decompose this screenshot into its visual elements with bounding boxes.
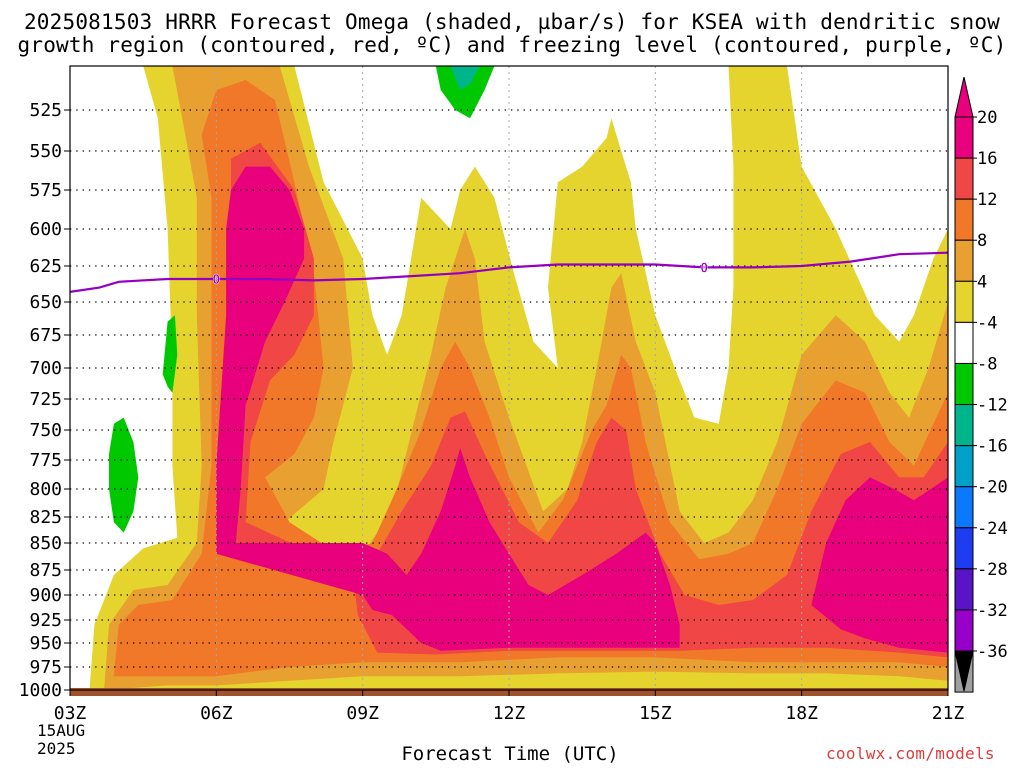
colorbar-bottom-arrow [954,650,974,692]
x-tick-label-12Z: 12Z [493,703,526,724]
colorbar-segment-5 [954,321,974,364]
credit-link[interactable]: coolwx.com/models [826,744,995,763]
omega-region-neg8-3 [450,66,480,90]
colorbar-label-7: -12 [977,396,1008,416]
x-tick-label-18Z: 18Z [785,703,818,724]
colorbar-label-9: -20 [977,478,1008,498]
y-tick-label-950: 950 [29,633,62,654]
colorbar-top-arrow [954,76,974,118]
colorbar-segment-4 [954,280,974,323]
colorbar-segment-12 [954,609,974,652]
freezing-level-label-1: 0 [700,261,708,276]
colorbar-segment-3 [954,239,974,282]
freezing-level-contour: 00 [70,251,948,293]
colorbar-label-1: 16 [977,149,997,169]
colorbar-segment-0 [954,116,974,159]
omega-region-neg4-2 [435,66,495,119]
omega-region-8-1 [104,66,948,690]
x-tick-label-09Z: 09Z [346,703,379,724]
y-tick-label-650: 650 [29,292,62,313]
colorbar-label-13: -36 [977,642,1008,662]
colorbar-segment-10 [954,527,974,570]
omega-region-neg4-1 [162,315,178,393]
x-tick-label-06Z: 06Z [200,703,233,724]
x-tick-label-03Z: 03Z [54,703,87,724]
freezing-level-label-0: 0 [212,273,220,288]
colorbar-label-12: -32 [977,601,1008,621]
colorbar-label-10: -24 [977,519,1008,539]
colorbar-segment-11 [954,568,974,611]
colorbar-segment-1 [954,157,974,200]
y-tick-label-925: 925 [29,610,62,631]
x-tick-label-21Z: 21Z [932,703,965,724]
y-tick-label-900: 900 [29,585,62,606]
colorbar-label-2: 12 [977,190,997,210]
y-tick-label-725: 725 [29,389,62,410]
x-tick-label-15Z: 15Z [639,703,672,724]
omega-region-20-4 [216,166,680,651]
omega-region-16-3 [221,142,948,658]
y-tick-label-775: 775 [29,450,62,471]
x-axis-start-date: 15AUG [37,721,86,740]
y-tick-label-575: 575 [29,180,62,201]
omega-colorbar: 20 16 12 8 4 -4 -8 -12 -16 -20 -24 -28 -32 -36 [954,76,1008,693]
colorbar-segment-8 [954,445,974,488]
colorbar-segment-6 [954,362,974,406]
y-tick-label-875: 875 [29,560,62,581]
y-tick-label-850: 850 [29,533,62,554]
y-tick-label-1000: 1000 [19,680,62,701]
y-tick-label-525: 525 [29,100,62,121]
x-axis-time-labels: 03Z 06Z 09Z 12Z 15Z 18Z 21Z [54,690,965,724]
y-tick-label-700: 700 [29,358,62,379]
y-tick-label-975: 975 [29,657,62,678]
colorbar-segment-7 [954,404,974,447]
omega-shading [89,66,948,690]
omega-region-neg4-0 [109,417,139,533]
x-axis-start-year: 2025 [37,739,76,758]
y-tick-label-625: 625 [29,256,62,277]
x-axis-title: Forecast Time (UTC) [401,743,619,765]
freezing-level-line [70,251,948,293]
colorbar-label-3: 8 [977,231,987,251]
colorbar-label-8: -16 [977,437,1008,457]
colorbar-segment-2 [954,198,974,241]
chart-title-line2: growth region (contoured, red, ºC) and f… [17,33,1007,57]
colorbar-label-5: -4 [977,313,997,333]
y-tick-label-550: 550 [29,141,62,162]
colorbar-segment-9 [954,486,974,529]
colorbar-label-0: 20 [977,108,997,128]
y-axis-pressure-labels: 525 550 575 600 625 650 675 700 725 750 775 800 825 8… [19,100,70,701]
colorbar-label-4: 4 [977,272,987,292]
omega-region-20-5 [811,477,948,653]
colorbar-label-6: -8 [977,354,997,374]
y-tick-label-825: 825 [29,507,62,528]
y-tick-label-800: 800 [29,479,62,500]
y-tick-label-750: 750 [29,420,62,441]
colorbar-label-11: -28 [977,560,1008,580]
chart-title-line1: 2025081503 HRRR Forecast Omega (shaded, … [23,10,1001,34]
y-tick-label-600: 600 [29,219,62,240]
y-tick-label-675: 675 [29,325,62,346]
